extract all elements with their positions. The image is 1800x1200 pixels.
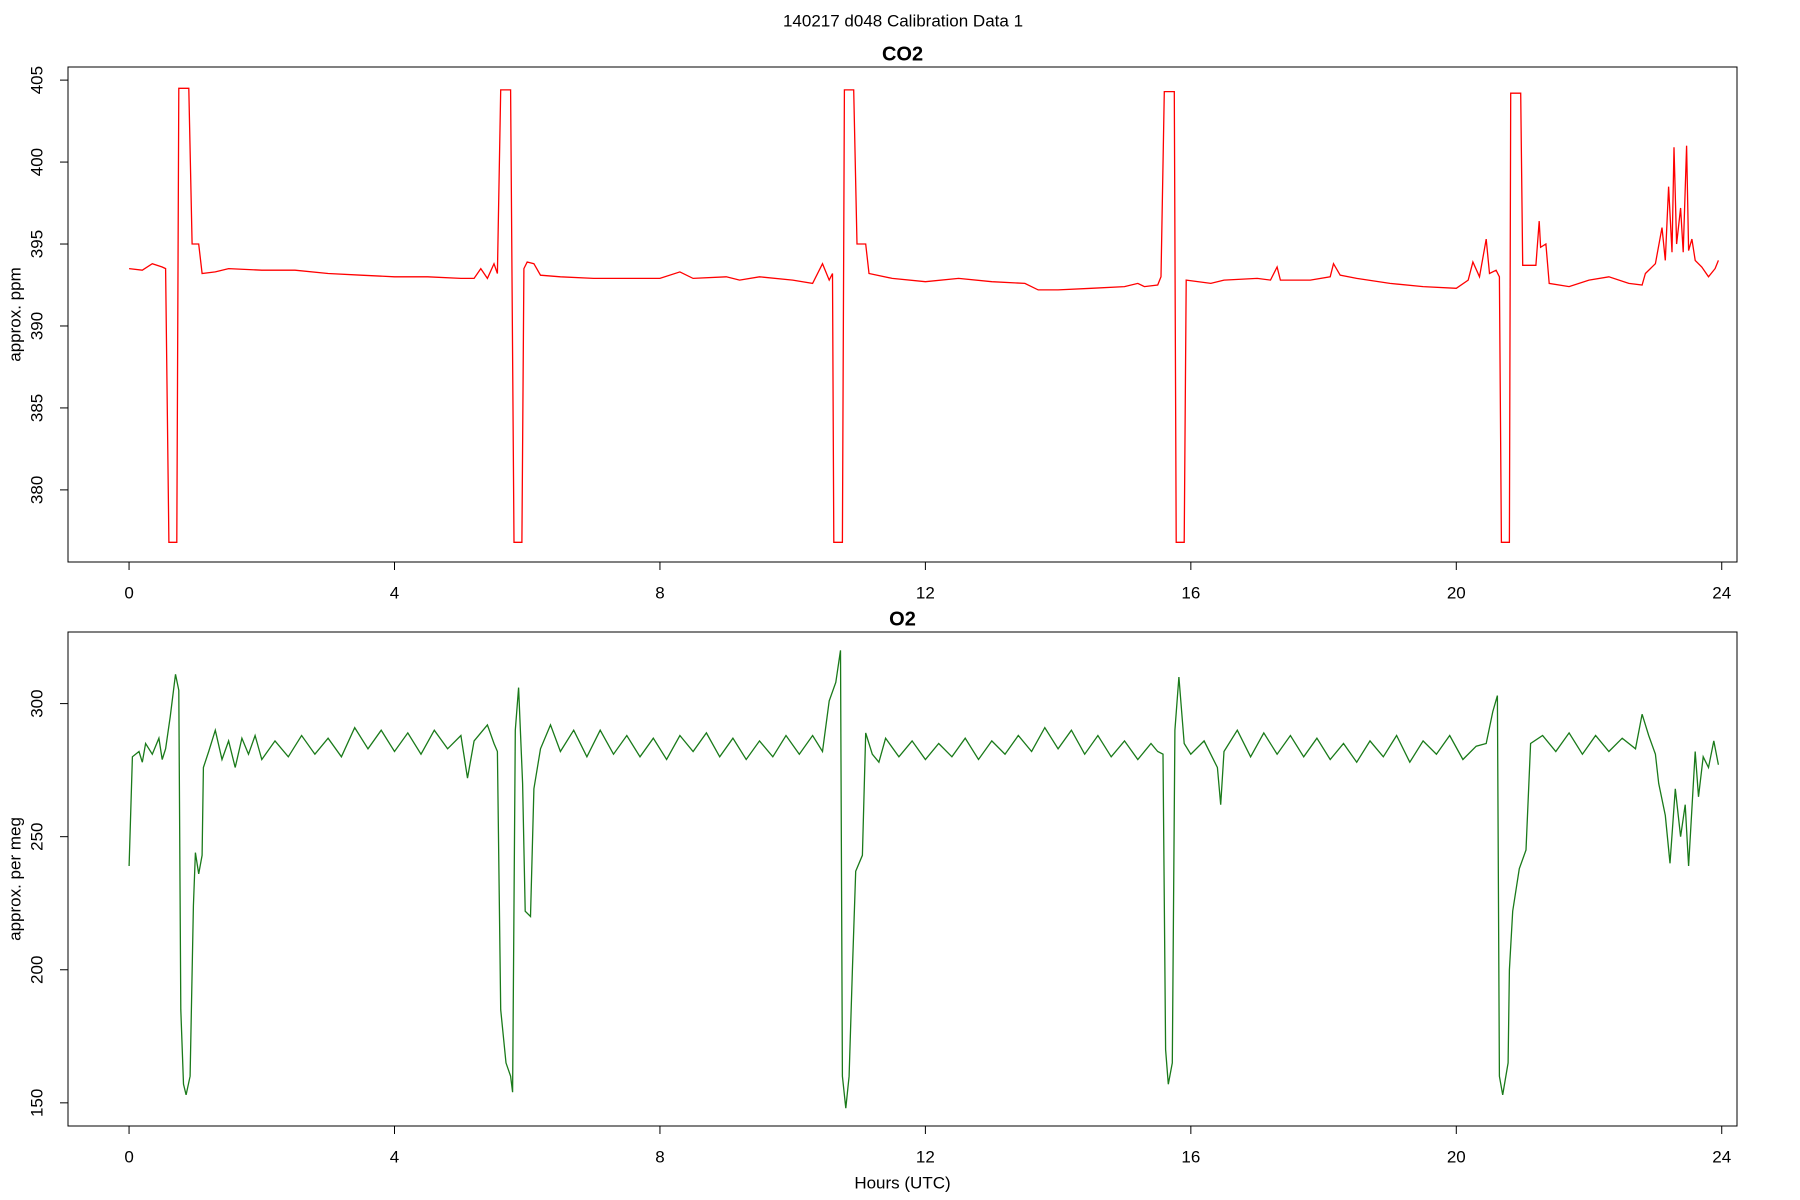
x-tick-label: 12: [916, 583, 935, 602]
x-tick-label: 24: [1712, 583, 1731, 602]
y-tick-label: 405: [27, 66, 46, 94]
y-tick-label: 385: [27, 394, 46, 422]
y-tick-label: 380: [27, 476, 46, 504]
plot-frame: [67, 66, 1738, 563]
x-tick-label: 20: [1447, 1147, 1466, 1166]
x-tick-label: 12: [916, 1147, 935, 1166]
x-tick-label: 0: [124, 583, 133, 602]
x-axis-label: Hours (UTC): [854, 1173, 950, 1192]
x-tick-label: 4: [390, 583, 399, 602]
y-tick-label: 200: [27, 956, 46, 984]
plot-title: CO2: [882, 43, 923, 65]
x-tick-label: 8: [655, 583, 664, 602]
y-tick-label: 390: [27, 312, 46, 340]
data-line: [128, 650, 1720, 1109]
y-axis-label: approx. per meg: [5, 817, 24, 941]
x-tick-label: 0: [124, 1147, 133, 1166]
y-tick-label: 150: [27, 1089, 46, 1117]
y-tick-label: 395: [27, 230, 46, 258]
y-axis-label: approx. ppm: [5, 267, 24, 362]
plot-frame: [67, 631, 1738, 1127]
plot-title: O2: [889, 608, 916, 630]
x-tick-label: 24: [1712, 1147, 1731, 1166]
y-tick-label: 400: [27, 148, 46, 176]
y-tick-label: 250: [27, 822, 46, 850]
x-tick-label: 8: [655, 1147, 664, 1166]
data-line: [129, 87, 1720, 543]
x-tick-label: 16: [1181, 583, 1200, 602]
figure-title: 140217 d048 Calibration Data 1: [783, 11, 1023, 30]
x-tick-label: 20: [1447, 583, 1466, 602]
y-tick-label: 300: [27, 689, 46, 717]
x-tick-label: 16: [1181, 1147, 1200, 1166]
x-tick-label: 4: [390, 1147, 399, 1166]
